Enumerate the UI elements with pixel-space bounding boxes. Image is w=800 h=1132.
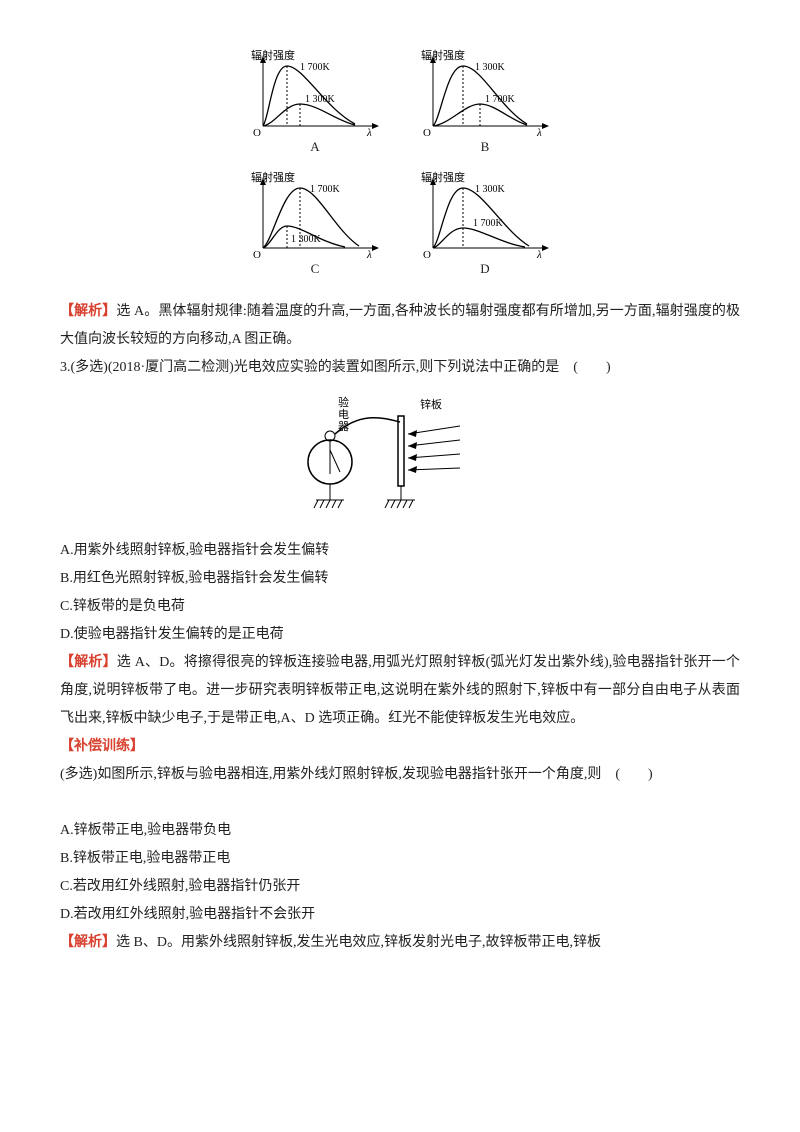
chart-c-svg: 辐射强度 O λ 1 700K 1 300K <box>245 170 385 260</box>
chart-c-ylabel: 辐射强度 <box>251 170 295 184</box>
chart-a-svg: 辐射强度 O λ 1 700K 1 300K <box>245 48 385 138</box>
q3-option-c: C.锌板带的是负电荷 <box>60 593 740 621</box>
q3-explanation: 【解析】选 A、D。将擦得很亮的锌板连接验电器,用弧光灯照射锌板(弧光灯发出紫外… <box>60 649 740 733</box>
chart-panel-b: 辐射强度 O λ 1 300K 1 700K B <box>415 48 555 160</box>
chart-a-ylabel: 辐射强度 <box>251 48 295 62</box>
chart-b-origin: O <box>423 127 431 138</box>
chart-c-xlabel: λ <box>366 249 372 260</box>
chart-b-xlabel: λ <box>536 127 542 138</box>
supp-option-c: C.若改用红外线照射,验电器指针仍张开 <box>60 873 740 901</box>
q3-diagram: 验 电 器 锌板 <box>60 392 740 523</box>
chart-panel-d: 辐射强度 O λ 1 300K 1 700K D <box>415 170 555 282</box>
supp-explain-tag: 【解析】 <box>60 935 116 950</box>
chart-d-origin: O <box>423 249 431 260</box>
chart-d-xlabel: λ <box>536 249 542 260</box>
chart-b-ylabel: 辐射强度 <box>421 48 465 62</box>
chart-d-top-label: 1 300K <box>475 184 506 195</box>
blackbody-chart-grid: 辐射强度 O λ 1 700K 1 300K A 辐射强度 <box>60 48 740 282</box>
chart-a-bottom-label: 1 300K <box>305 94 336 105</box>
chart-c-bottom-label: 1 300K <box>291 234 322 245</box>
chart-b-svg: 辐射强度 O λ 1 300K 1 700K <box>415 48 555 138</box>
q3-diagram-left1: 验 <box>338 395 349 409</box>
q3-stem: 3.(多选)(2018·厦门高二检测)光电效应实验的装置如图所示,则下列说法中正… <box>60 354 740 382</box>
supp-option-d: D.若改用红外线照射,验电器指针不会张开 <box>60 901 740 929</box>
supp-option-a: A.锌板带正电,验电器带负电 <box>60 817 740 845</box>
chart-panel-a: 辐射强度 O λ 1 700K 1 300K A <box>245 48 385 160</box>
chart-b-top-label: 1 300K <box>475 62 506 73</box>
q3-option-d: D.使验电器指针发生偏转的是正电荷 <box>60 621 740 649</box>
chart-b-bottom-label: 1 700K <box>485 94 516 105</box>
chart-a-top-label: 1 700K <box>300 62 331 73</box>
chart-a-xlabel: λ <box>366 127 372 138</box>
supplement-tag: 【补偿训练】 <box>60 733 740 761</box>
chart-d-svg: 辐射强度 O λ 1 300K 1 700K <box>415 170 555 260</box>
q3-explain-text: 选 A、D。将擦得很亮的锌板连接验电器,用弧光灯照射锌板(弧光灯发出紫外线),验… <box>60 655 740 726</box>
supplement-stem: (多选)如图所示,锌板与验电器相连,用紫外线灯照射锌板,发现验电器指针张开一个角… <box>60 761 740 789</box>
q3-explain-tag: 【解析】 <box>60 655 117 670</box>
chart-c-origin: O <box>253 249 261 260</box>
q3-diagram-left2: 电 <box>338 408 349 421</box>
q2-explain-tag: 【解析】 <box>60 304 116 319</box>
q3-option-a: A.用紫外线照射锌板,验电器指针会发生偏转 <box>60 537 740 565</box>
chart-d-ylabel: 辐射强度 <box>421 170 465 184</box>
supp-explanation: 【解析】选 B、D。用紫外线照射锌板,发生光电效应,锌板发射光电子,故锌板带正电… <box>60 929 740 957</box>
chart-panel-c: 辐射强度 O λ 1 700K 1 300K C <box>245 170 385 282</box>
chart-a-origin: O <box>253 127 261 138</box>
supp-explain-text: 选 B、D。用紫外线照射锌板,发生光电效应,锌板发射光电子,故锌板带正电,锌板 <box>116 935 601 950</box>
q3-option-b: B.用红色光照射锌板,验电器指针会发生偏转 <box>60 565 740 593</box>
chart-d-bottom-label: 1 700K <box>473 218 504 229</box>
q2-explain-text: 选 A。黑体辐射规律:随着温度的升高,一方面,各种波长的辐射强度都有所增加,另一… <box>60 304 740 347</box>
q3-diagram-right: 锌板 <box>420 397 442 411</box>
supp-option-b: B.锌板带正电,验电器带正电 <box>60 845 740 873</box>
q2-explanation: 【解析】选 A。黑体辐射规律:随着温度的升高,一方面,各种波长的辐射强度都有所增… <box>60 298 740 354</box>
chart-c-top-label: 1 700K <box>310 184 341 195</box>
